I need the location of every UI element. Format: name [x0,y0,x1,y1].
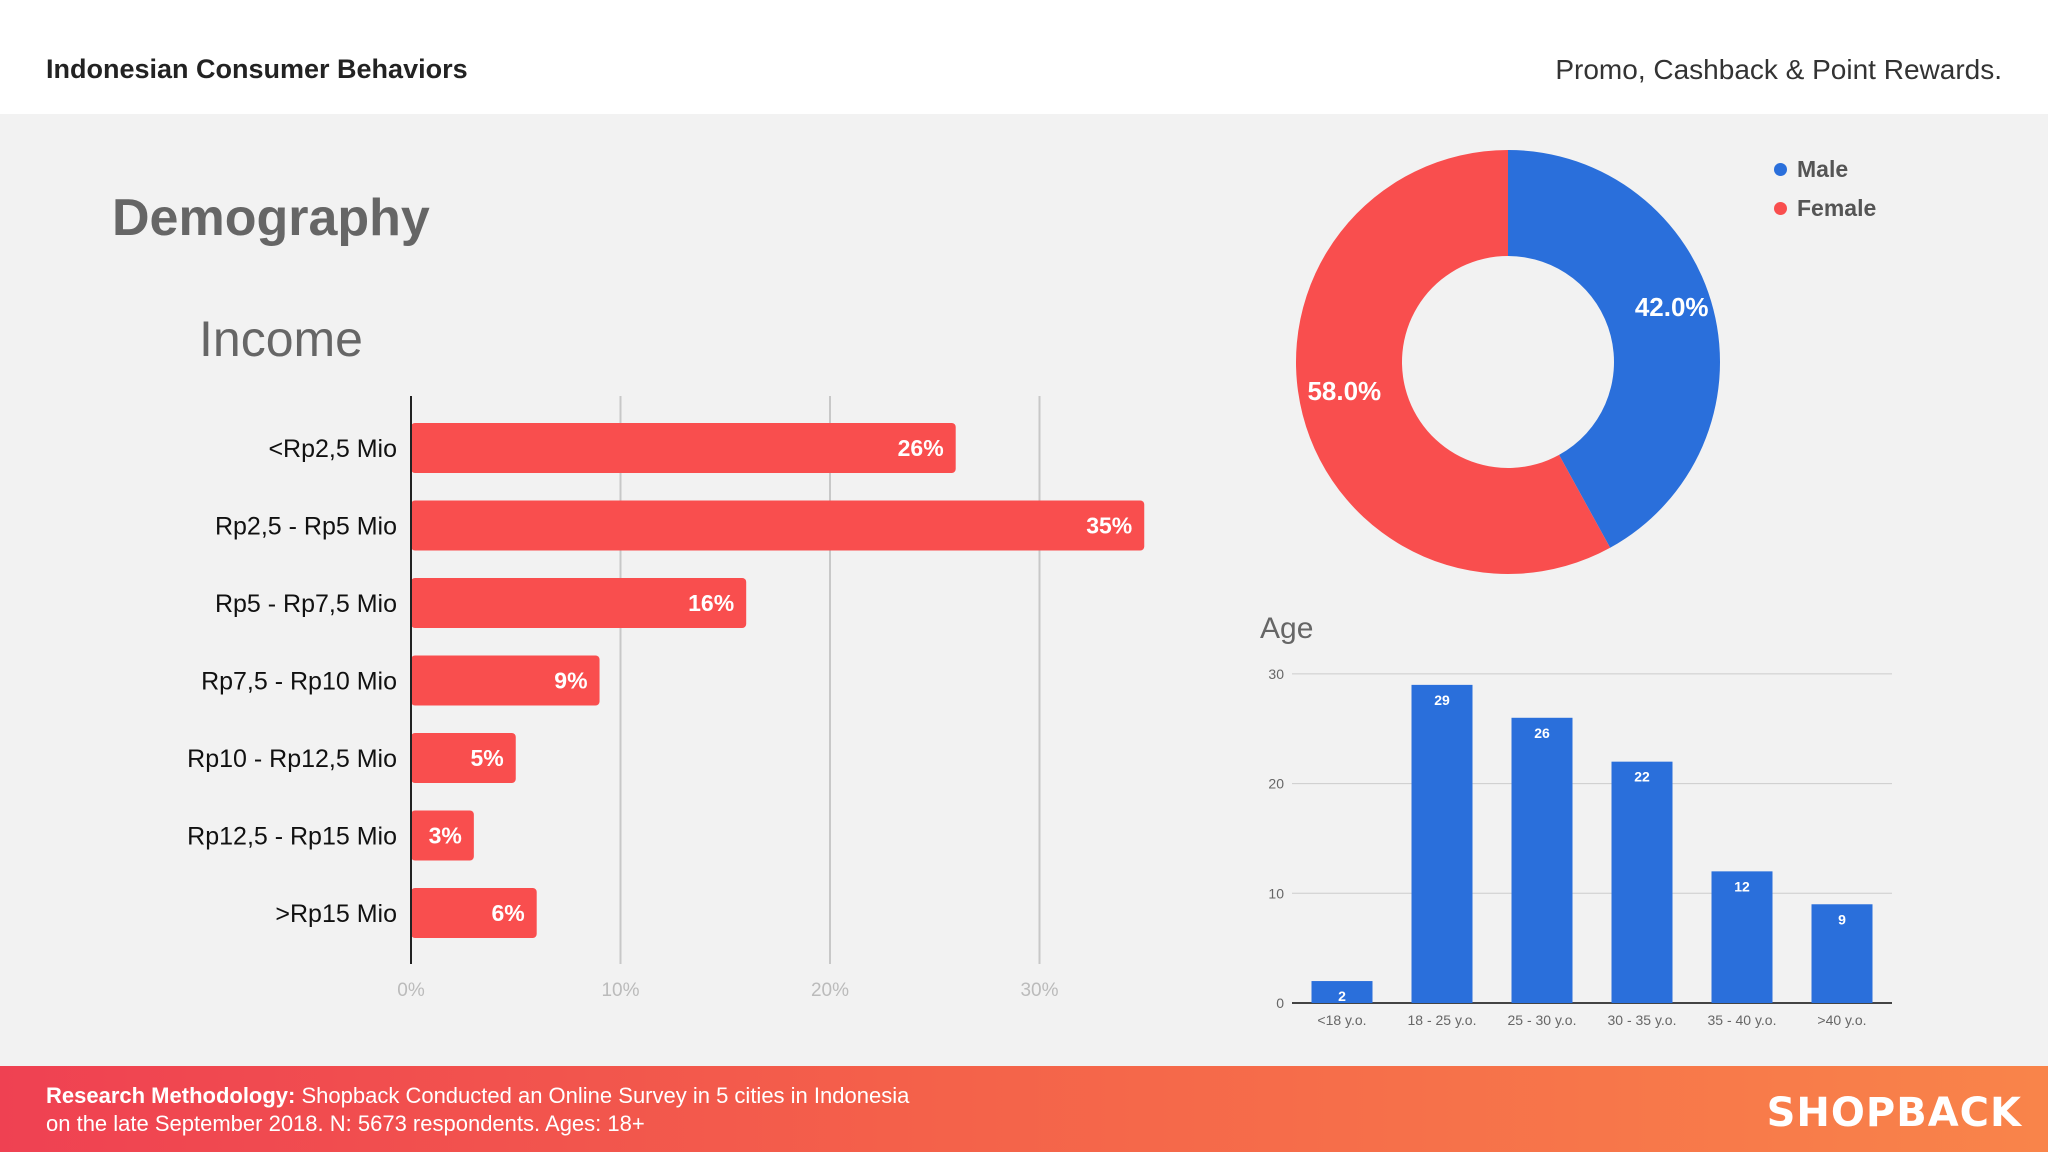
gender-legend: Male Female [1774,150,1876,228]
age-bar-label: 9 [1838,911,1846,927]
age-bar [1711,871,1773,1003]
income-bar [411,810,474,861]
age-bar-label: 26 [1534,725,1550,741]
legend-dot-male [1774,163,1787,176]
income-bar-label: 35% [1086,513,1132,539]
income-bar-label: 16% [688,590,734,616]
income-bar-label: 3% [429,823,462,849]
age-bar [1511,717,1573,1003]
age-category-label: >40 y.o. [1817,1012,1866,1028]
income-category-label: Rp10 - Rp12,5 Mio [187,745,397,773]
income-bar-chart: 0% 10% 20% 30% 26% <Rp2,5 Mio 35% Rp2,5 - Rp5 M… [187,396,1145,1001]
shopback-logo: SHOPBACK [1766,1090,2022,1136]
income-bar-label: 5% [471,745,504,771]
income-bar [411,423,956,473]
methodology-note: Research Methodology: Shopback Conducted… [46,1082,909,1138]
income-bar [411,888,537,938]
income-category-label: Rp5 - Rp7,5 Mio [215,590,397,618]
legend-label-male: Male [1797,156,1849,182]
age-y-tick-label: 30 [1268,666,1284,682]
age-bar [1811,904,1873,1003]
age-category-label: 18 - 25 y.o. [1407,1012,1476,1028]
age-chart-title: Age [1260,612,1314,645]
income-chart-title: Income [199,311,363,367]
age-y-tick-label: 0 [1276,995,1284,1011]
age-bar [1311,981,1373,1003]
donut-slice-label: 58.0% [1307,376,1381,406]
income-x-tick-label: 20% [811,980,849,1001]
income-bar [411,500,1145,551]
age-category-label: 35 - 40 y.o. [1707,1012,1776,1028]
age-bar [1611,761,1673,1003]
age-category-label: 30 - 35 y.o. [1607,1012,1676,1028]
income-bar [411,733,516,783]
age-y-tick-label: 20 [1268,776,1284,792]
age-bar-label: 29 [1434,692,1450,708]
income-bar-label: 9% [554,668,587,694]
footer: Research Methodology: Shopback Conducted… [0,1066,2048,1152]
income-category-label: Rp12,5 - Rp15 Mio [187,823,397,851]
donut-slice [1296,150,1611,574]
header: Indonesian Consumer Behaviors Promo, Cas… [0,0,2048,114]
age-bar-label: 12 [1734,878,1750,894]
income-x-tick-label: 0% [397,980,425,1001]
methodology-text: Shopback Conducted an Online Survey in 5… [295,1083,910,1108]
section-title: Demography [112,189,430,247]
income-x-tick-label: 30% [1020,980,1058,1001]
income-category-label: >Rp15 Mio [275,900,397,928]
legend-label-female: Female [1797,195,1877,221]
methodology-line2: on the late September 2018. N: 5673 resp… [46,1111,645,1136]
income-category-label: Rp7,5 - Rp10 Mio [201,668,397,696]
income-bar-label: 26% [898,435,944,461]
gender-donut-chart: 42.0% 58.0% [1296,150,1721,574]
income-bar-label: 6% [491,900,524,926]
donut-slice [1508,150,1721,548]
header-subtitle: Promo, Cashback & Point Rewards. [1555,54,2002,85]
age-bar-label: 22 [1634,769,1650,785]
income-category-label: <Rp2,5 Mio [268,435,397,463]
age-y-tick-label: 10 [1268,885,1284,901]
income-bar [411,655,600,706]
methodology-label: Research Methodology: [46,1083,296,1108]
age-bar-label: 2 [1338,988,1346,1004]
legend-item-female: Female [1774,189,1876,228]
age-bar [1411,684,1473,1003]
income-bar [411,578,747,628]
income-category-label: Rp2,5 - Rp5 Mio [215,513,397,541]
age-category-label: <18 y.o. [1317,1012,1366,1028]
legend-item-male: Male [1774,150,1876,189]
donut-slice-label: 42.0% [1635,292,1709,322]
legend-dot-female [1774,202,1787,215]
income-x-tick-label: 10% [601,980,639,1001]
header-title: Indonesian Consumer Behaviors [46,54,468,84]
age-bar-chart: 0 10 20 30 2 <18 y.o. 29 18 - 25 y.o. 26 25 - 30 … [1268,666,1892,1028]
age-category-label: 25 - 30 y.o. [1507,1012,1576,1028]
